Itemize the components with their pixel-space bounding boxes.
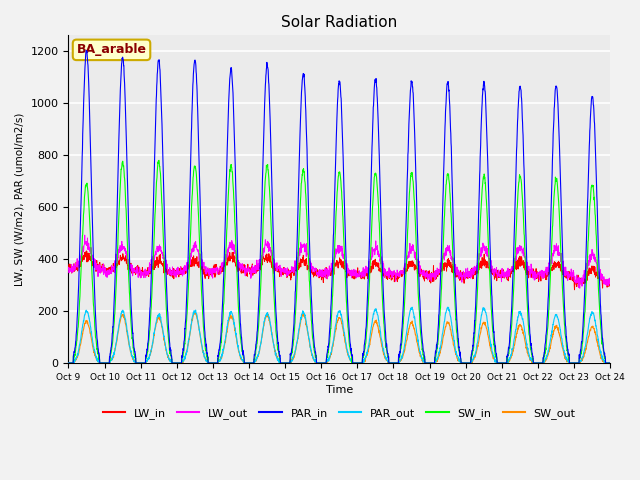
Legend: LW_in, LW_out, PAR_in, PAR_out, SW_in, SW_out: LW_in, LW_out, PAR_in, PAR_out, SW_in, S… (99, 403, 580, 423)
X-axis label: Time: Time (326, 384, 353, 395)
Text: BA_arable: BA_arable (77, 43, 147, 56)
Y-axis label: LW, SW (W/m2), PAR (umol/m2/s): LW, SW (W/m2), PAR (umol/m2/s) (15, 112, 25, 286)
Title: Solar Radiation: Solar Radiation (281, 15, 397, 30)
